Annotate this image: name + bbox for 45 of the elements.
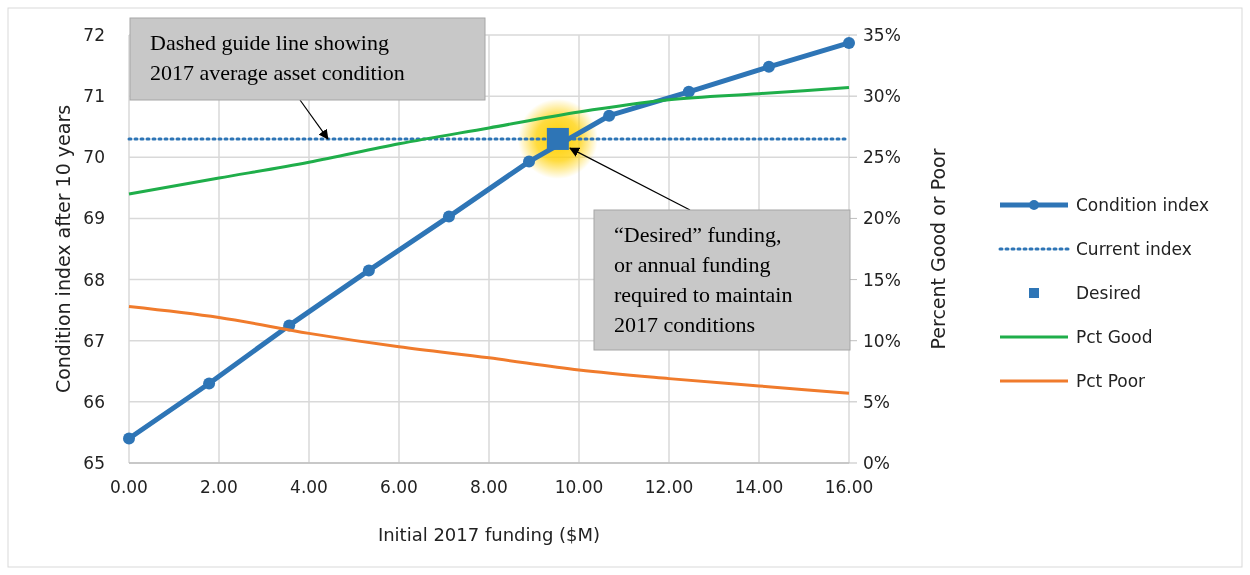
line-series	[127, 86, 851, 196]
x-tick-label: 14.00	[734, 477, 784, 497]
y2-tick-label: 0%	[863, 452, 890, 473]
point	[203, 377, 216, 390]
annotation: Dashed guide line showing 2017 average asset condition	[150, 30, 405, 85]
legend-label: Current index	[1076, 238, 1192, 259]
x-tick-label: 0.00	[110, 477, 148, 497]
point	[843, 36, 855, 49]
x-tick-label: 4.00	[290, 477, 328, 497]
point	[603, 109, 616, 122]
y2-tick-label: 5%	[863, 391, 890, 412]
y2-tick-label: 20%	[863, 208, 901, 229]
x-tick-label: 12.00	[644, 477, 694, 497]
y2-tick-label: 30%	[863, 86, 901, 107]
point	[442, 210, 455, 223]
y2-axis-title: Percent Good or Poor	[927, 148, 949, 350]
x-tick-label: 10.00	[554, 477, 604, 497]
x-tick-label: 6.00	[380, 477, 418, 497]
annotation: “Desired” funding, or annual funding required to maintain 2017 conditions	[614, 222, 793, 337]
point	[762, 60, 775, 73]
point	[682, 85, 695, 98]
y-tick-label: 70	[83, 147, 105, 168]
legend-label: Desired	[1076, 282, 1141, 303]
point	[362, 264, 375, 277]
point	[123, 432, 135, 445]
y-tick-label: 71	[83, 86, 105, 107]
y-axis-title: Condition index after 10 years	[52, 104, 74, 394]
y-tick-label: 67	[83, 330, 105, 351]
y-tick-label: 72	[83, 24, 105, 45]
x-axis-title: Initial 2017 funding ($M)	[377, 524, 601, 545]
legend-label: Pct Good	[1076, 326, 1153, 347]
y-tick-label: 69	[83, 208, 105, 229]
y-tick-label: 65	[83, 452, 105, 473]
y-tick-label: 68	[83, 269, 105, 290]
y-tick-label: 66	[83, 391, 105, 412]
x-tick-label: 8.00	[470, 477, 508, 497]
x-tick-label: 2.00	[200, 477, 238, 497]
legend-label: Pct Poor	[1076, 370, 1146, 391]
y2-tick-label: 35%	[863, 24, 901, 45]
x-tick-label: 16.00	[824, 477, 874, 497]
point	[523, 155, 536, 168]
y2-tick-label: 15%	[863, 269, 901, 290]
y2-tick-label: 10%	[863, 330, 901, 351]
y2-tick-label: 25%	[863, 147, 901, 168]
legend-label: Condition index	[1076, 194, 1210, 215]
